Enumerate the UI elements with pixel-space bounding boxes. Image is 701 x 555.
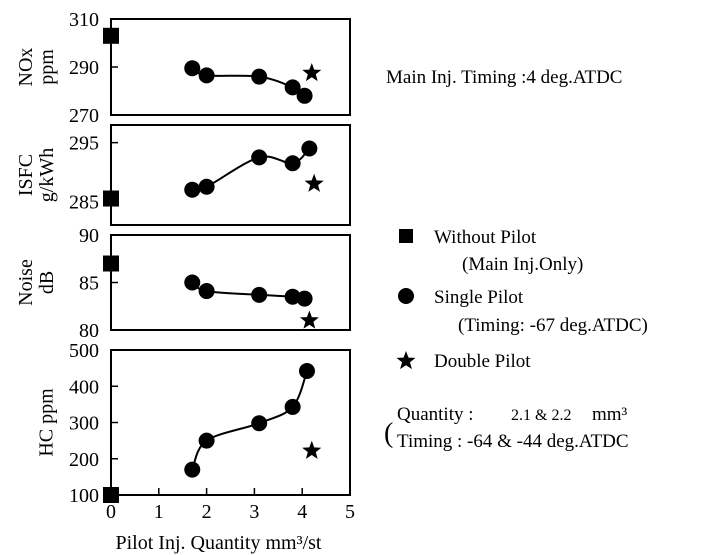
legend-circle-marker (398, 288, 414, 304)
y-tick-label: 300 (69, 413, 99, 435)
marker-single-pilot (251, 286, 268, 303)
marker-double-pilot (304, 173, 324, 192)
legend-single-pilot-note: (Timing: -67 deg.ATDC) (458, 315, 648, 336)
legend-double-pilot: Double Pilot (434, 351, 531, 372)
marker-single-pilot (198, 178, 215, 195)
marker-single-pilot (296, 290, 313, 307)
legend-double-quantity-prefix: Quantity : (397, 404, 474, 425)
y-axis-label: ISFC (15, 154, 37, 196)
marker-single-pilot (284, 398, 301, 415)
legend-without-pilot-note: (Main Inj.Only) (462, 254, 583, 275)
y-axis-label: Noise (15, 259, 37, 306)
x-tick-label: 4 (297, 501, 307, 523)
legend-paren: ( (384, 418, 393, 449)
y-tick-label: 285 (69, 191, 99, 213)
y-tick-label: 295 (69, 133, 99, 155)
y-axis-label: dB (36, 271, 58, 294)
y-tick-label: 200 (69, 449, 99, 471)
y-tick-label: 90 (79, 225, 99, 247)
marker-single-pilot (184, 60, 201, 77)
chart-panel-4: 100 200 300 400 500 HC ppm 0 1 2 3 4 5 Pilot Inj. Qu… (36, 340, 355, 554)
marker-without-pilot (103, 27, 119, 44)
marker-single-pilot (184, 274, 201, 291)
y-axis-label: NOx (15, 48, 37, 87)
legend-double-timing: Timing : -64 & -44 deg.ATDC (397, 431, 629, 452)
marker-without-pilot (103, 487, 119, 503)
marker-single-pilot (251, 415, 268, 432)
main-injection-timing-annotation: Main Inj. Timing :4 deg.ATDC (386, 67, 622, 88)
y-axis-label: ppm (36, 49, 58, 85)
chart-panel-1: 270 290 310 NOx ppm (15, 9, 351, 127)
x-tick-label: 3 (249, 501, 259, 523)
plot-frame (110, 234, 351, 331)
y-tick-label: 270 (69, 105, 99, 127)
marker-double-pilot (302, 63, 322, 82)
marker-single-pilot (301, 140, 318, 157)
x-tick-label: 1 (154, 501, 164, 523)
marker-single-pilot (284, 288, 301, 305)
marker-single-pilot (184, 461, 201, 478)
marker-single-pilot (198, 283, 215, 300)
x-tick-label: 2 (202, 501, 212, 523)
marker-single-pilot (184, 181, 201, 198)
marker-single-pilot (298, 363, 315, 380)
series-line-single-pilot (191, 370, 308, 471)
legend-double-quantity-values: 2.1 & 2.2 (511, 407, 571, 424)
marker-double-pilot (302, 440, 322, 459)
marker-single-pilot (251, 68, 268, 85)
legend-square-marker (399, 229, 413, 243)
marker-single-pilot (284, 155, 301, 172)
legend-star-marker (396, 351, 416, 370)
marker-without-pilot (103, 190, 119, 207)
legend-double-quantity-unit: mm³ (592, 404, 628, 425)
marker-single-pilot (296, 87, 313, 104)
marker-double-pilot (299, 310, 319, 329)
legend-without-pilot: Without Pilot (434, 227, 537, 248)
chart-panel-2: 285 295 ISFC g/kWh (15, 124, 351, 226)
y-tick-label: 310 (69, 9, 99, 31)
y-tick-label: 100 (69, 485, 99, 507)
y-axis-label: g/kWh (36, 148, 58, 202)
chart-panel-3: 80 85 90 Noise dB (15, 225, 351, 342)
y-tick-label: 85 (79, 273, 99, 295)
plot-frame (110, 18, 351, 116)
x-tick-label: 0 (106, 501, 116, 523)
y-tick-label: 500 (69, 340, 99, 362)
y-tick-label: 290 (69, 57, 99, 79)
marker-single-pilot (284, 79, 301, 96)
marker-without-pilot (103, 255, 119, 272)
legend: Without Pilot (Main Inj.Only) Single Pil… (384, 227, 648, 452)
y-tick-label: 400 (69, 376, 99, 398)
x-tick-label: 5 (345, 501, 355, 523)
y-tick-label: 80 (79, 320, 99, 342)
marker-single-pilot (198, 432, 215, 449)
y-axis-label: HC ppm (36, 388, 58, 457)
legend-single-pilot: Single Pilot (434, 287, 524, 308)
plot-frame (110, 124, 351, 226)
x-axis-label: Pilot Inj. Quantity mm³/st (115, 532, 321, 554)
marker-single-pilot (251, 149, 268, 166)
marker-single-pilot (198, 67, 215, 84)
